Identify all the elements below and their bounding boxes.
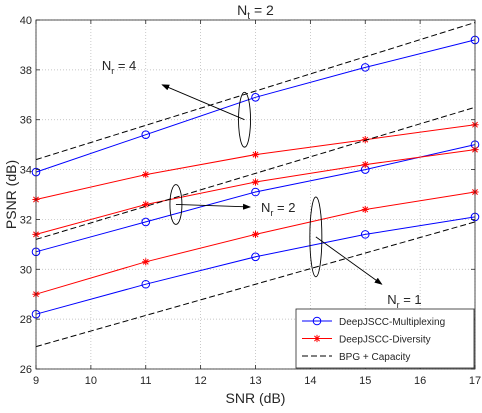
y-tick-label: 30: [20, 264, 32, 276]
data-point-circle: [141, 217, 151, 227]
series-line: [35, 106, 476, 240]
chart-title: Nt = 2: [237, 2, 274, 22]
data-point-circle: [251, 252, 260, 262]
y-tick-label: 38: [20, 65, 32, 77]
y-tick-label: 34: [20, 165, 32, 177]
legend-label: BPG + Capacity: [339, 352, 410, 363]
data-point-star: [251, 151, 260, 159]
data-point-circle: [141, 130, 151, 139]
x-tick-label: 14: [304, 375, 316, 387]
data-point-star: [313, 334, 321, 343]
data-point-star: [251, 178, 260, 186]
y-tick-label: 36: [20, 115, 32, 127]
data-point-star: [361, 205, 369, 214]
y-axis-label: PSNR (dB): [3, 160, 19, 229]
series-line: [35, 39, 476, 173]
annotation-arrow: [175, 203, 252, 210]
annotations: Nr = 4 Nr = 2 Nr = 1: [102, 58, 422, 310]
series-line: [35, 221, 476, 348]
annotation-label: Nr = 4: [102, 58, 136, 76]
x-tick-label: 13: [249, 375, 261, 387]
x-tick-label: 15: [359, 375, 371, 387]
x-tick-label: 11: [140, 375, 151, 387]
y-tick-label: 40: [20, 15, 32, 27]
data-point-star: [142, 200, 150, 209]
annotation-arrow: [315, 236, 383, 285]
data-point-circle: [312, 316, 322, 326]
group-ellipse: [238, 91, 251, 148]
y-tick-label: 26: [20, 364, 32, 376]
data-point-circle: [251, 92, 260, 102]
annotation-arrow: [161, 84, 245, 121]
legend-label: DeepJSCC-Multiplexing: [339, 317, 445, 328]
data-point-circle: [360, 230, 370, 239]
legend: DeepJSCC-Multiplexing DeepJSCC-Diversity B…: [295, 308, 475, 369]
data-point-star: [251, 230, 260, 238]
x-tick-label: 17: [469, 375, 481, 387]
series-line: [35, 22, 476, 161]
x-tick-label: 10: [85, 375, 97, 387]
group-ellipse: [309, 196, 323, 278]
data-point-star: [142, 258, 150, 266]
annotation-label: Nr = 2: [261, 200, 295, 218]
data-point-star: [361, 136, 369, 144]
x-tick-label: 9: [33, 375, 39, 387]
data-point-circle: [360, 63, 370, 72]
data-point-circle: [141, 279, 151, 289]
data-point-circle: [251, 187, 260, 197]
data-point-star: [361, 160, 369, 169]
axis-ticks: 9 10 11 12 13 14 15 16 17 26 28 30 32 34 36 38 40: [20, 15, 481, 387]
annotation-label: Nr = 1: [387, 292, 421, 310]
series-line: [35, 144, 476, 253]
x-axis-label: SNR (dB): [226, 390, 286, 406]
x-tick-label: 12: [195, 375, 207, 387]
y-tick-label: 32: [20, 214, 32, 226]
legend-label: DeepJSCC-Diversity: [339, 335, 431, 346]
y-tick-label: 28: [20, 314, 32, 326]
data-point-star: [142, 170, 150, 179]
series-line: [35, 216, 476, 315]
x-tick-label: 16: [414, 375, 426, 387]
